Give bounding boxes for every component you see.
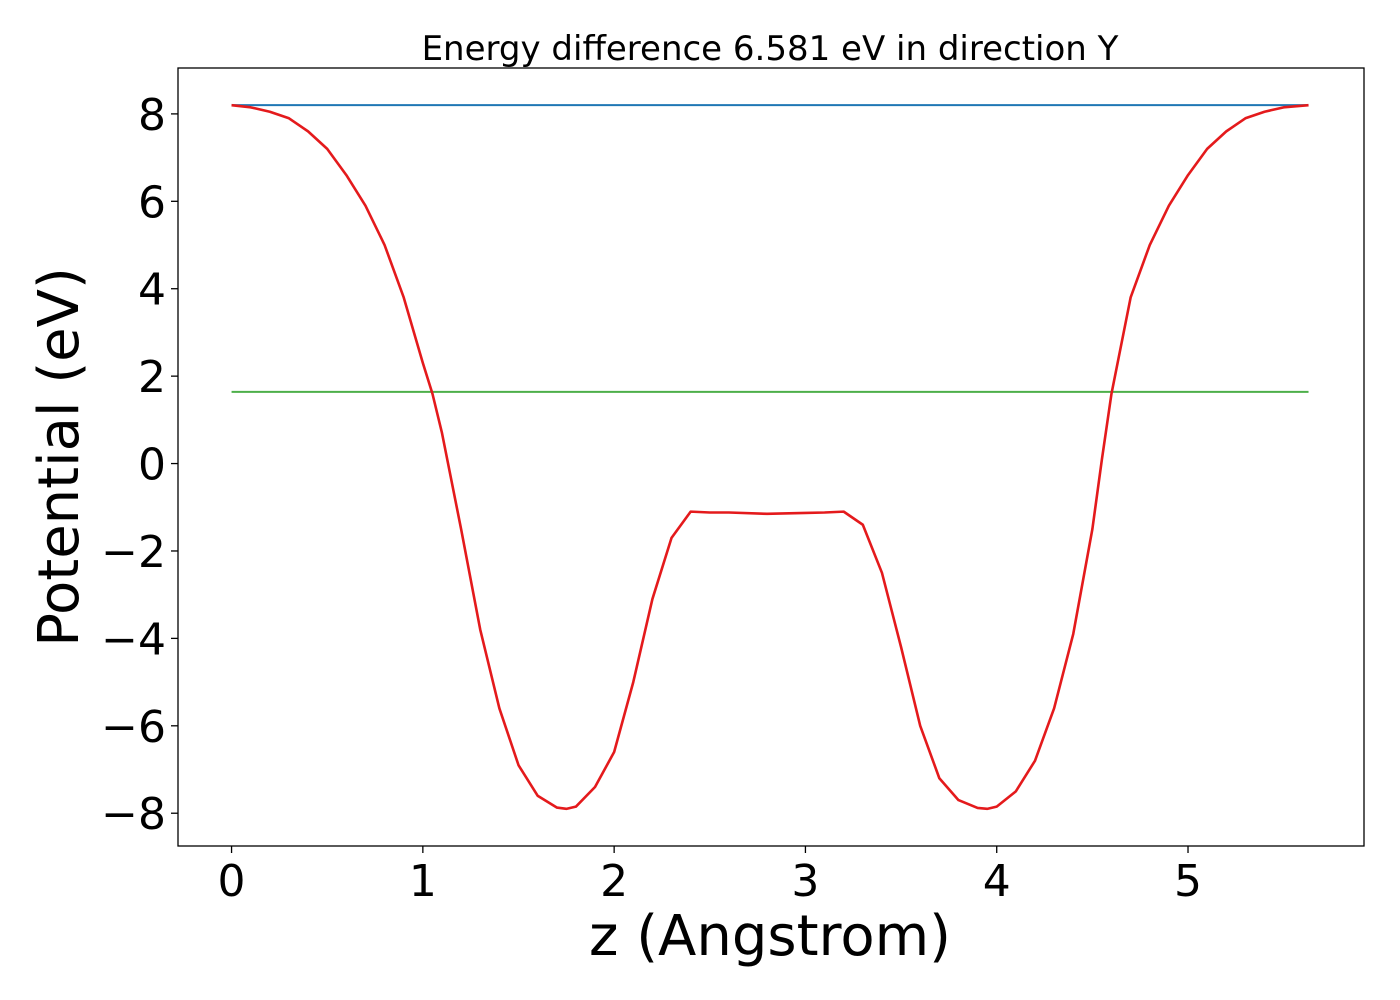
y-tick-label: 2 xyxy=(138,352,166,403)
x-axis-label: z (Angstrom) xyxy=(589,904,951,969)
x-tick-label: 2 xyxy=(600,856,628,907)
chart-title: Energy difference 6.581 eV in direction … xyxy=(422,29,1119,69)
series-line-potential xyxy=(231,103,1309,811)
y-tick-label: −2 xyxy=(101,527,166,578)
y-tick-label: −4 xyxy=(101,614,166,665)
y-tick-label: 4 xyxy=(138,265,166,316)
series-layer xyxy=(231,103,1309,811)
y-axis-ticks: −8 −6 −4 −2 0 2 4 6 8 xyxy=(101,90,178,840)
plot-frame xyxy=(177,67,1365,847)
x-tick-label: 3 xyxy=(791,856,819,907)
y-tick-label: −6 xyxy=(101,702,166,753)
y-axis-label: Potential (eV) xyxy=(27,267,92,647)
x-tick-label: 5 xyxy=(1174,856,1202,907)
y-tick-label: 0 xyxy=(138,440,166,491)
x-axis-ticks: 0 1 2 3 4 5 xyxy=(218,846,1202,907)
y-tick-label: 8 xyxy=(138,90,166,141)
x-tick-label: 1 xyxy=(409,856,437,907)
x-tick-label: 0 xyxy=(218,856,246,907)
y-tick-label: 6 xyxy=(138,177,166,228)
y-tick-label: −8 xyxy=(101,789,166,840)
x-tick-label: 4 xyxy=(983,856,1011,907)
